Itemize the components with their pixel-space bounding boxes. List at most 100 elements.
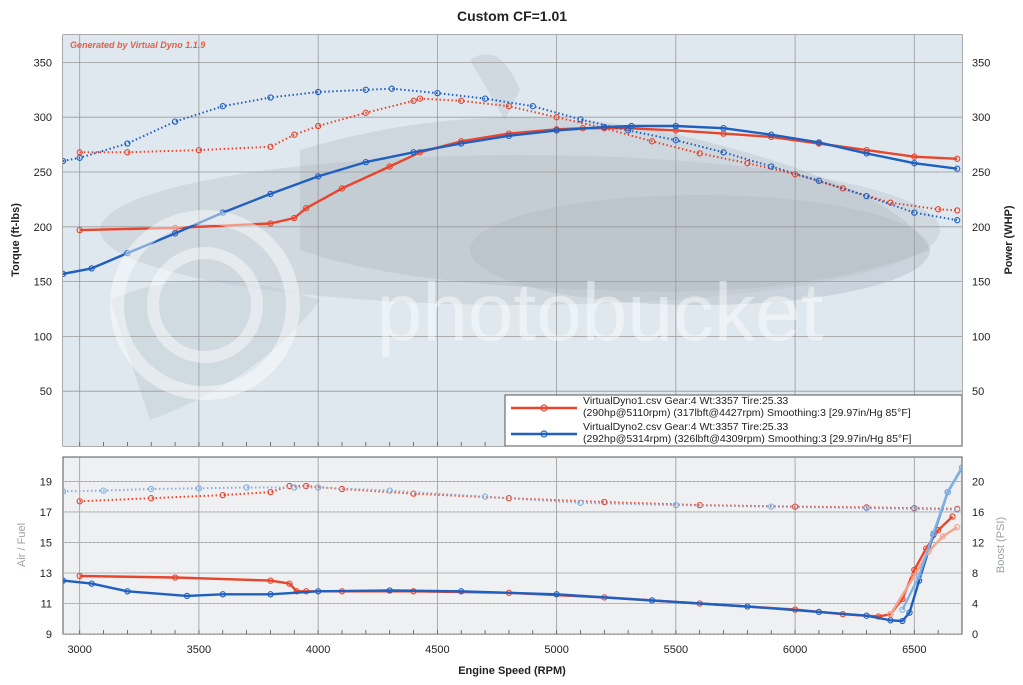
series-point — [267, 143, 274, 150]
series-point — [267, 577, 274, 584]
series-point — [958, 464, 962, 471]
y-tick-label-right: 4 — [972, 598, 978, 610]
series-point — [410, 97, 417, 104]
series-point — [791, 171, 799, 178]
series-point — [388, 85, 395, 92]
series-point — [863, 192, 870, 200]
series-point — [458, 97, 465, 104]
series-point — [505, 103, 513, 110]
y-axis-label-left-top: Torque (ft-lbs) — [10, 203, 22, 277]
series-point — [553, 127, 560, 134]
series-point — [315, 122, 322, 130]
legend-run2-line2: (292hp@5314rpm) (326lbft@4309rpm) Smooth… — [583, 433, 912, 445]
series-line — [63, 467, 962, 623]
series-point — [410, 490, 417, 497]
lower-plot-background — [62, 456, 963, 635]
watermark-ring-inner — [147, 247, 263, 363]
series-point — [315, 173, 322, 180]
x-tick-label: 5000 — [544, 644, 568, 656]
series-point — [76, 572, 83, 580]
series-point — [628, 122, 635, 130]
series-point — [815, 177, 823, 184]
series-point — [911, 209, 918, 216]
series-point — [148, 485, 155, 493]
series-line — [889, 526, 958, 615]
upper-panel: 50 100 150 200 250 300 350 50 100 150 200 250 300 350… — [34, 34, 990, 447]
series-point — [672, 137, 679, 144]
legend-entry-run2: VirtualDyno2.csv Gear:4 Wt:3357 Tire:25.… — [511, 421, 912, 445]
series-point — [911, 505, 918, 513]
series-point — [529, 103, 536, 110]
y-tick-label-left: 9 — [46, 629, 52, 641]
watermark: photobucket — [110, 210, 824, 400]
series-point — [577, 116, 584, 123]
series-point — [672, 501, 679, 509]
y-axis-label-left-bottom: Air / Fuel — [16, 523, 28, 567]
series-point — [362, 158, 369, 166]
y-tick-label-left: 13 — [40, 568, 52, 580]
series-point — [362, 109, 369, 116]
series-point — [648, 138, 656, 145]
series-point — [386, 163, 393, 170]
series-point — [481, 493, 489, 500]
series-point — [696, 501, 703, 509]
x-tick-label: 5500 — [664, 644, 688, 656]
legend-marker-run1 — [540, 404, 548, 412]
series-point — [768, 131, 775, 138]
watermark-ring-outer — [110, 210, 300, 400]
series-point — [954, 506, 961, 513]
chart-title: Custom CF=1.01 — [457, 8, 567, 24]
series-point — [195, 146, 203, 154]
x-tick-label: 4000 — [306, 644, 330, 656]
y-tick-label-right: 150 — [972, 277, 990, 289]
y-tick-label-left: 11 — [41, 598, 52, 610]
lower-grid — [63, 457, 962, 634]
series-power-virtualdyno2csv — [63, 122, 961, 278]
series-point — [949, 513, 956, 520]
series-point — [286, 580, 293, 587]
series-point — [183, 592, 191, 600]
series-point — [291, 214, 298, 222]
upper-ticks: 50 100 150 200 250 300 350 50 100 150 200 250 300 350 — [34, 57, 990, 446]
series-point — [63, 270, 67, 278]
series-point — [267, 190, 274, 198]
watermark-text: photobucket — [377, 267, 824, 358]
series-point — [899, 606, 906, 613]
series-point — [696, 150, 703, 157]
y-tick-label-left: 19 — [40, 476, 52, 488]
series-point — [148, 495, 155, 502]
series-point — [124, 149, 131, 156]
y-tick-label-right: 12 — [972, 537, 984, 549]
series-point — [88, 265, 95, 272]
legend-box — [504, 394, 963, 447]
series-point — [791, 503, 799, 510]
series-point — [954, 165, 961, 172]
y-tick-label-left: 17 — [40, 507, 52, 519]
x-tick-label: 3500 — [187, 644, 211, 656]
series-point — [63, 577, 67, 584]
series-point — [911, 160, 918, 167]
series-point — [863, 504, 870, 512]
y-tick-label-left: 50 — [40, 386, 52, 398]
y-tick-label-right: 8 — [972, 568, 978, 580]
lower-panel: 3000 3500 4000 4500 5000 5500 6000 6500 9 11 13 15 1… — [40, 456, 984, 656]
series-point — [303, 482, 310, 490]
series-point — [171, 118, 179, 125]
series-point — [386, 487, 393, 494]
series-point — [648, 597, 656, 604]
legend-run1-line1: VirtualDyno1.csv Gear:4 Wt:3357 Tire:25.… — [583, 395, 788, 407]
y-tick-label-left: 200 — [34, 222, 52, 234]
y-tick-label-left: 300 — [34, 112, 52, 124]
series-point — [577, 499, 584, 506]
series-point — [315, 88, 322, 96]
series-point — [815, 139, 823, 146]
series-point — [219, 491, 226, 499]
y-tick-label-right: 250 — [972, 167, 990, 179]
series-point — [553, 114, 560, 121]
y-tick-label-left: 250 — [34, 167, 52, 179]
series-point — [219, 209, 226, 216]
y-tick-label-right: 16 — [972, 507, 984, 519]
series-air_fuel_raw-virtualdyno2csv — [899, 464, 962, 613]
series-point — [911, 153, 918, 160]
